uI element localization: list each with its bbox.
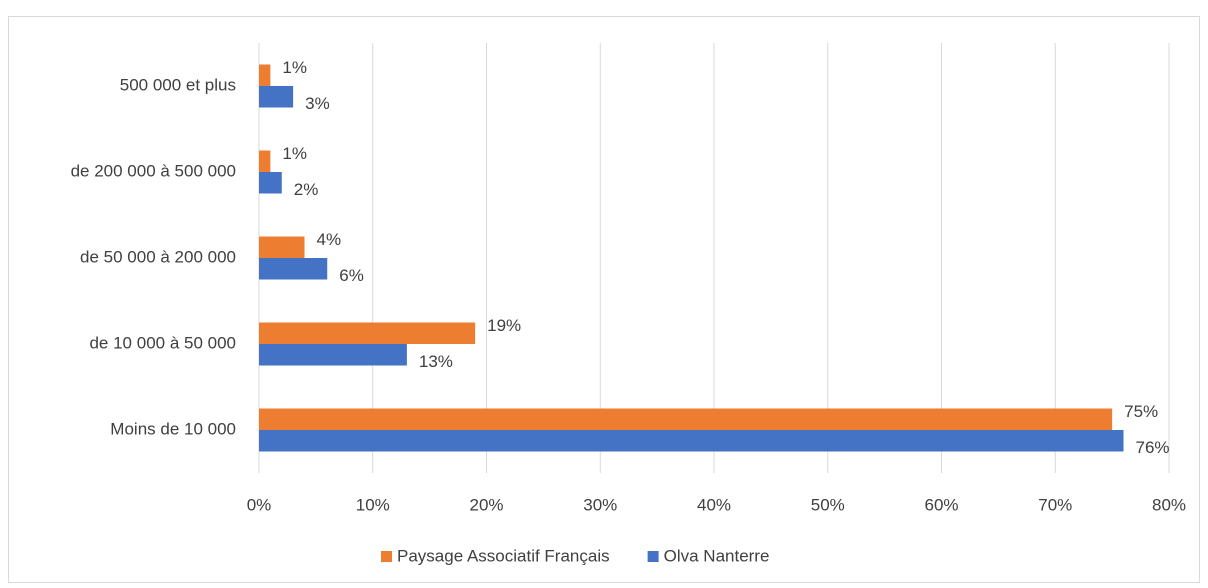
x-tick-label: 20% <box>469 495 503 514</box>
x-tick-label: 30% <box>583 495 617 514</box>
y-tick-label: de 200 000 à 500 000 <box>71 161 236 180</box>
legend-label: Olva Nanterre <box>664 546 770 565</box>
x-tick-label: 60% <box>924 495 958 514</box>
y-tick-label: de 50 000 à 200 000 <box>80 247 236 266</box>
x-tick-label: 50% <box>811 495 845 514</box>
data-label: 19% <box>487 316 521 335</box>
x-tick-label: 80% <box>1152 495 1186 514</box>
x-tick-label: 10% <box>356 495 390 514</box>
x-tick-label: 40% <box>697 495 731 514</box>
bar <box>259 408 1113 430</box>
data-label: 3% <box>305 94 330 113</box>
data-label: 2% <box>294 180 319 199</box>
y-tick-label: de 10 000 à 50 000 <box>89 333 236 352</box>
data-label: 1% <box>282 144 307 163</box>
bar <box>259 236 305 258</box>
bar <box>259 430 1124 452</box>
data-label: 76% <box>1136 438 1170 457</box>
data-label: 1% <box>282 58 307 77</box>
legend-swatch <box>647 551 659 562</box>
chart-border <box>8 16 1200 583</box>
y-tick-label: 500 000 et plus <box>120 75 236 94</box>
x-tick-label: 0% <box>247 495 272 514</box>
y-tick-label: Moins de 10 000 <box>110 419 236 438</box>
legend-swatch <box>381 551 392 562</box>
bar <box>259 258 328 280</box>
bar <box>259 150 271 172</box>
bar <box>259 344 407 366</box>
data-label: 13% <box>419 352 453 371</box>
bar <box>259 64 271 86</box>
data-label: 75% <box>1124 402 1158 421</box>
bar <box>259 86 294 108</box>
data-label: 6% <box>339 266 364 285</box>
data-label: 4% <box>317 230 342 249</box>
bar <box>259 172 282 194</box>
legend-label: Paysage Associatif Français <box>397 546 610 565</box>
x-tick-label: 70% <box>1038 495 1072 514</box>
bar <box>259 322 476 344</box>
